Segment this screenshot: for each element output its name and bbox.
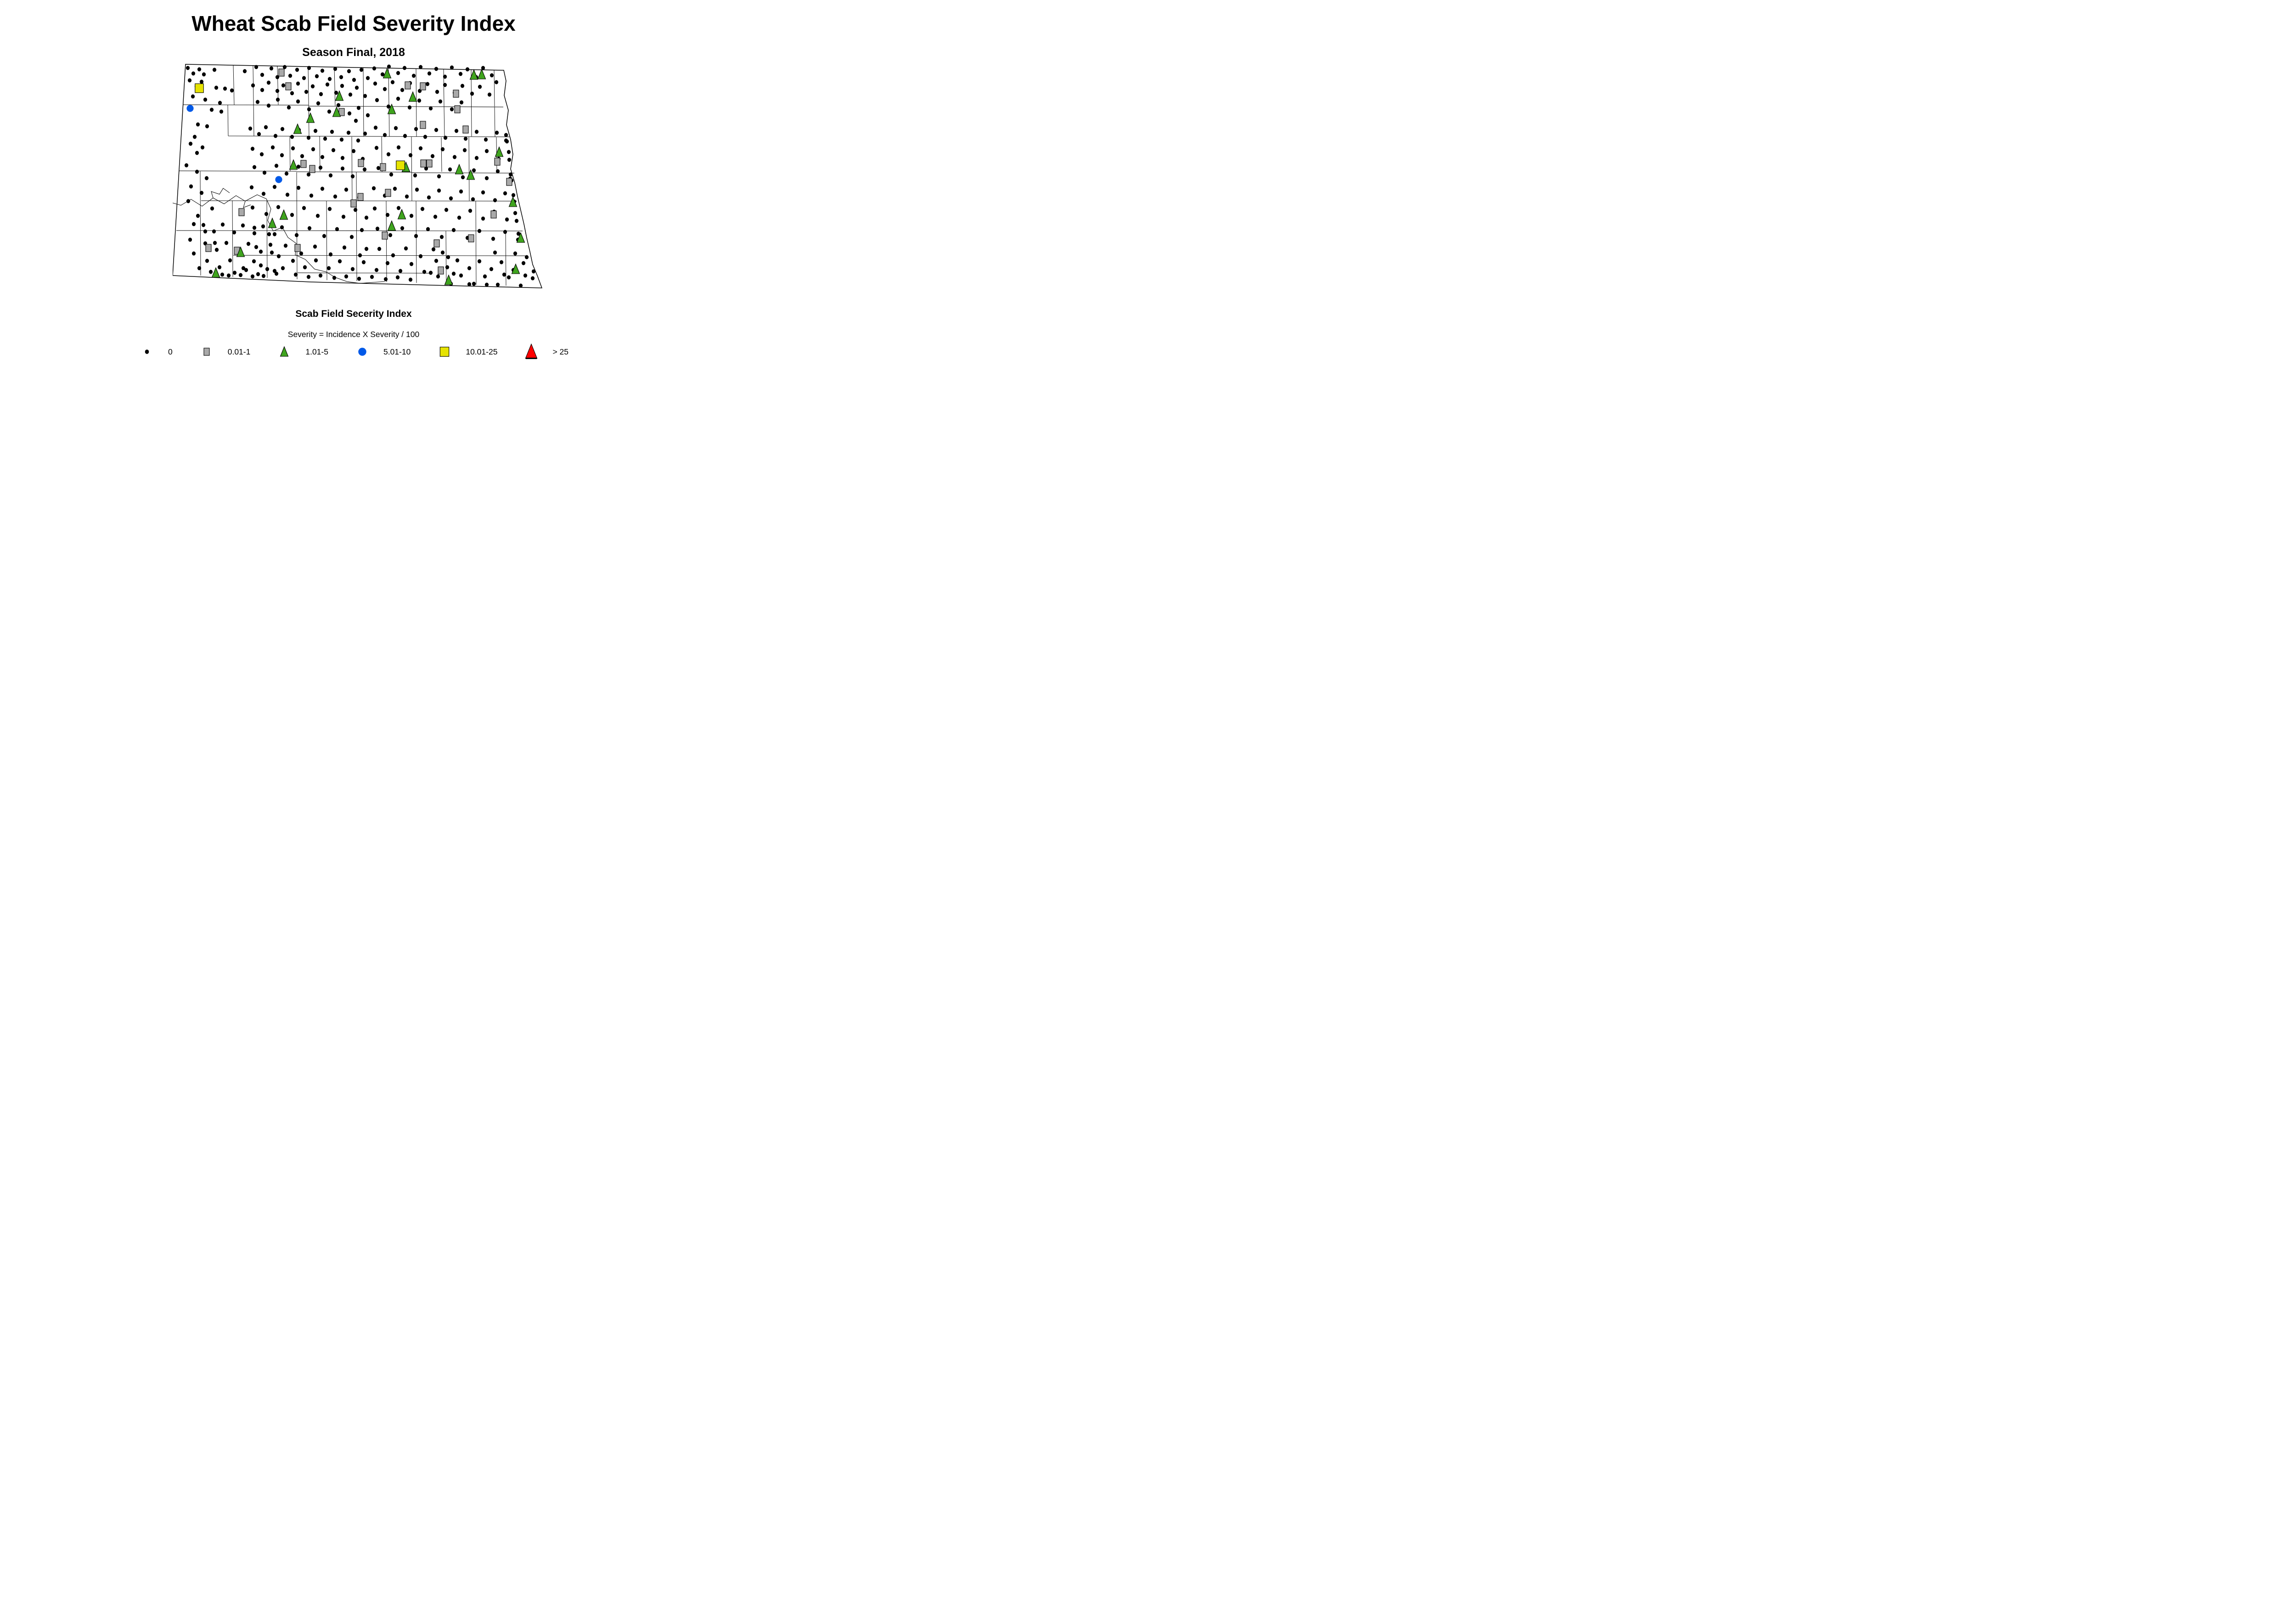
map-points-1-01-5 <box>211 68 525 285</box>
legend-green-triangle-icon <box>276 343 293 360</box>
legend-item-extreme: > 25 <box>523 343 568 360</box>
legend-item-low: 0.01-1 <box>198 343 251 360</box>
legend-label-moderate: 1.01-5 <box>305 347 328 356</box>
legend-item-zero: 0 <box>139 343 173 360</box>
map-container <box>172 62 544 289</box>
map-caption: Scab Field Secerity Index <box>295 309 412 319</box>
severity-formula: Severity = Incidence X Severity / 100 <box>287 330 420 339</box>
subtitle: Season Final, 2018 <box>302 46 405 59</box>
map-points-5-01-10 <box>186 105 282 183</box>
legend-label-low: 0.01-1 <box>227 347 251 356</box>
legend: 0 0.01-1 1.01-5 5.01-10 10.01-25 > 25 <box>0 343 707 360</box>
map-points-10-01-25 <box>195 83 405 170</box>
legend-yellow-square-icon <box>436 343 453 360</box>
figure: Wheat Scab Field Severity Index Season F… <box>0 0 707 372</box>
legend-label-zero: 0 <box>168 347 173 356</box>
map-points-0-01-1 <box>205 68 512 275</box>
legend-label-very-high: 10.01-25 <box>466 347 498 356</box>
legend-label-high: 5.01-10 <box>383 347 411 356</box>
legend-red-triangle-icon <box>523 343 540 360</box>
legend-dot-icon <box>139 343 155 360</box>
legend-item-high: 5.01-10 <box>354 343 411 360</box>
legend-label-extreme: > 25 <box>552 347 568 356</box>
legend-blue-circle-icon <box>354 343 371 360</box>
page-title: Wheat Scab Field Severity Index <box>191 11 516 35</box>
north-dakota-map <box>172 64 543 288</box>
state-outline <box>172 64 543 288</box>
legend-gray-square-icon <box>198 343 215 360</box>
legend-item-very-high: 10.01-25 <box>436 343 497 360</box>
legend-item-moderate: 1.01-5 <box>276 343 328 360</box>
map-points-0 <box>184 64 536 288</box>
